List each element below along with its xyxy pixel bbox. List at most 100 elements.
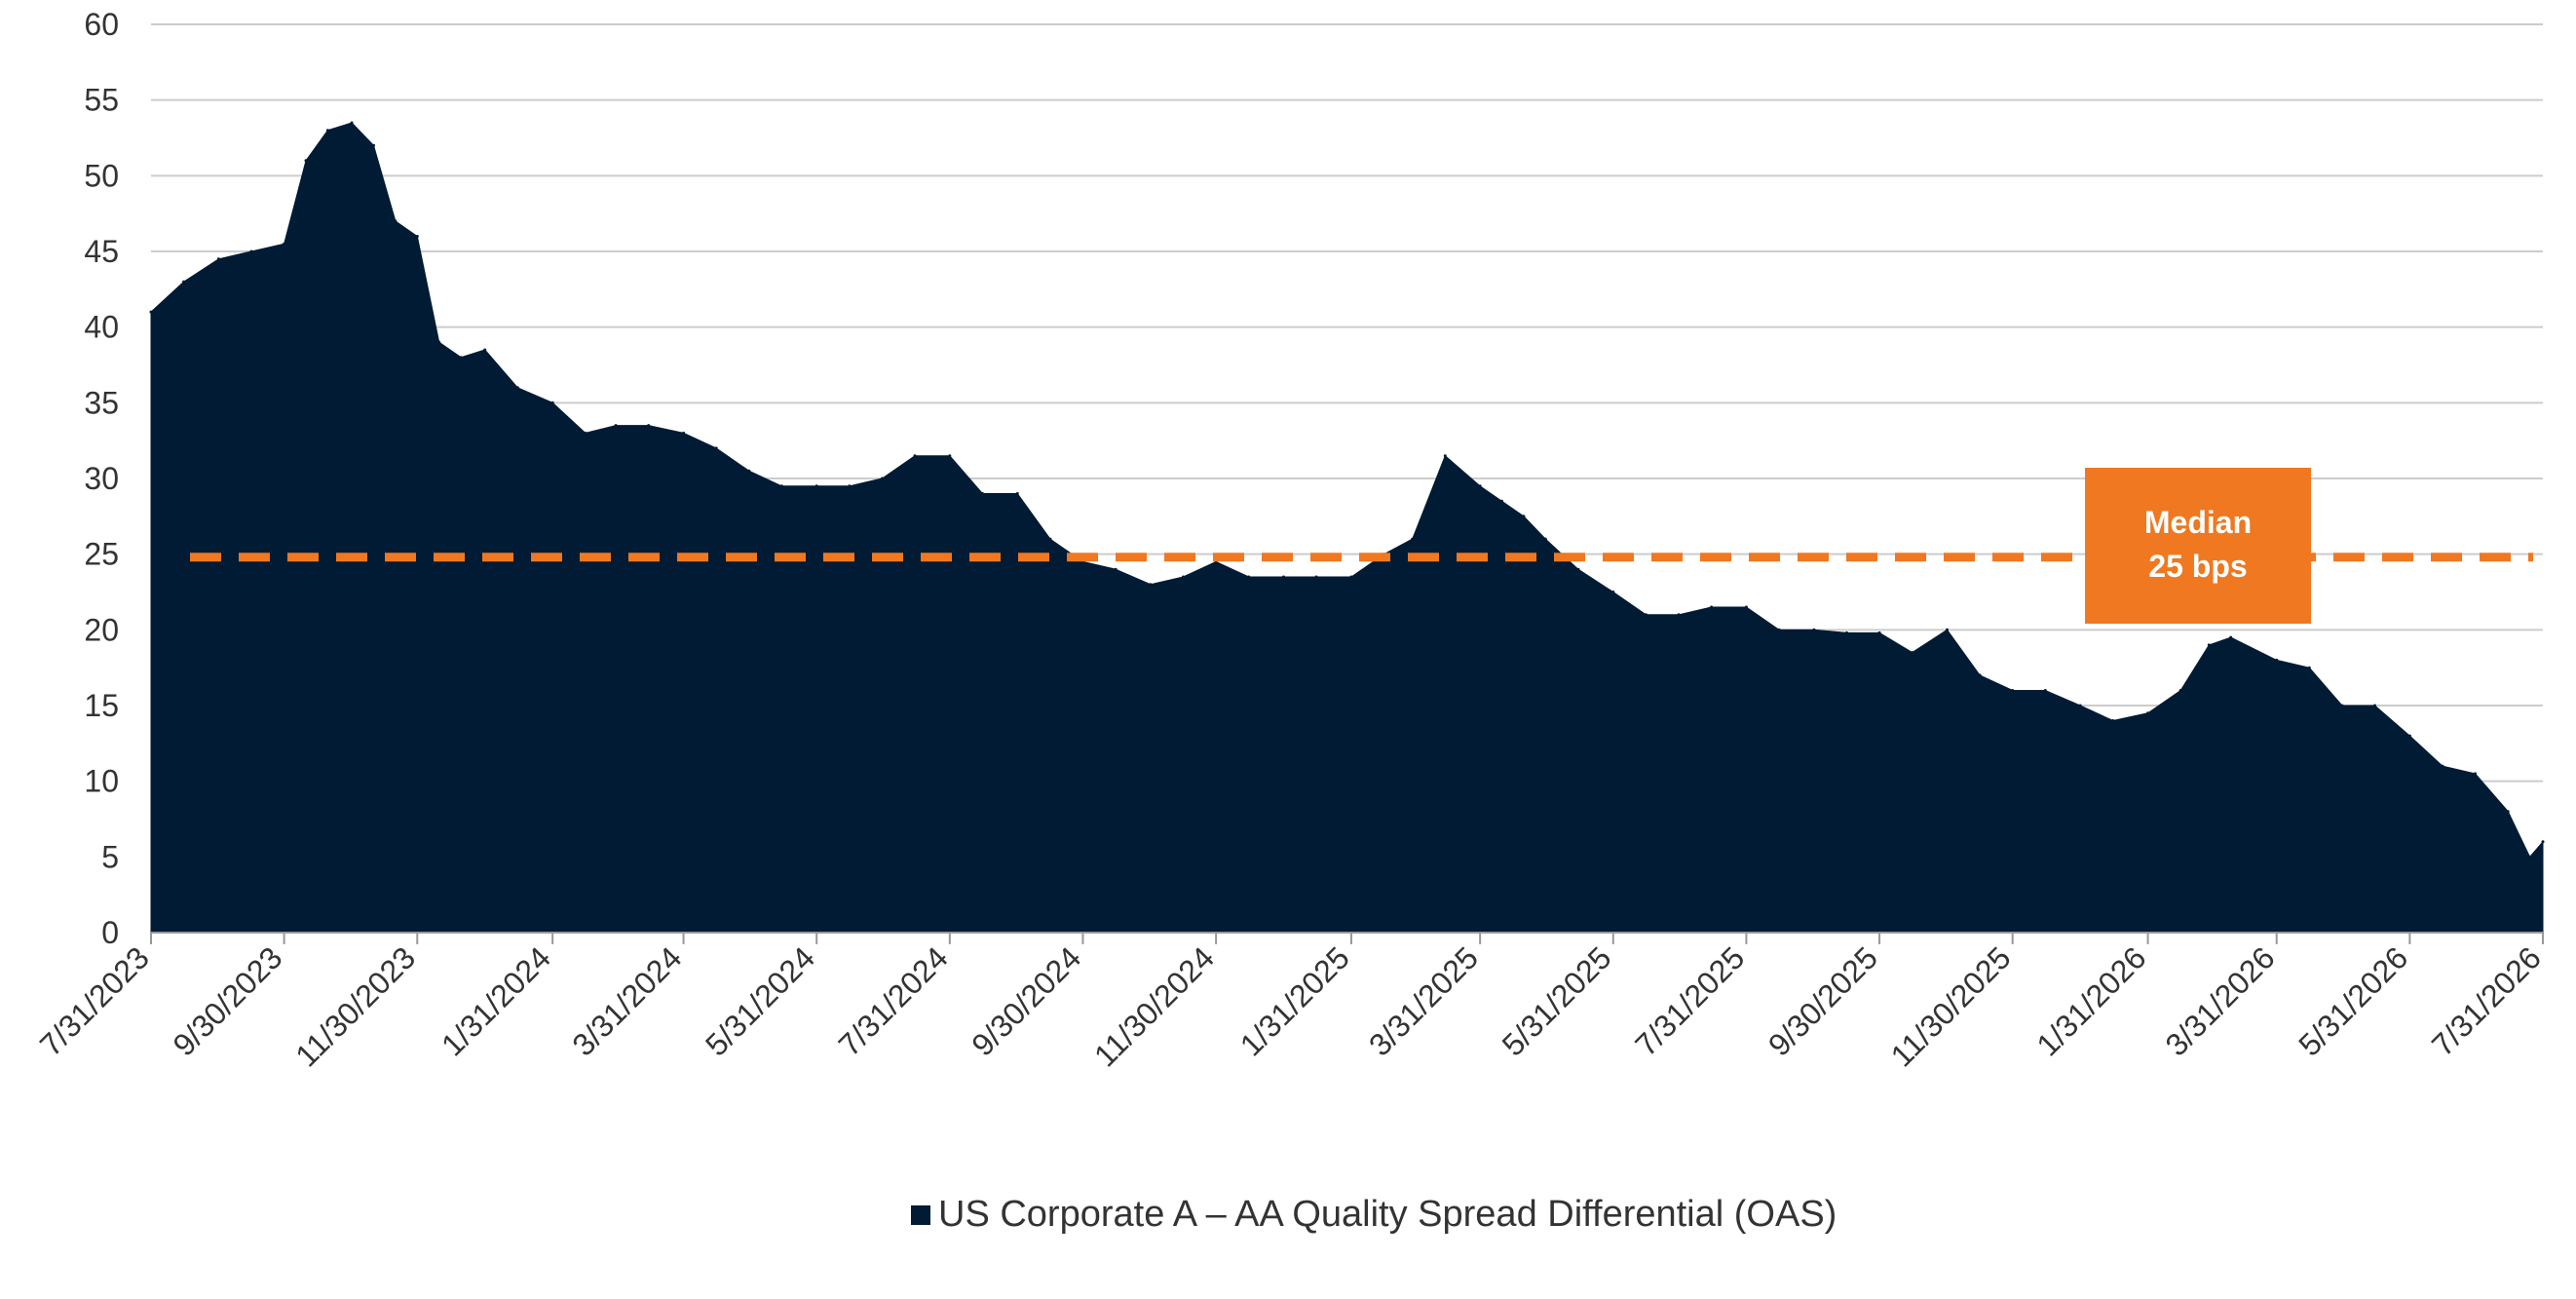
data-point	[880, 477, 884, 480]
data-point	[682, 431, 686, 435]
data-point	[2178, 689, 2182, 692]
x-axis: 7/31/2023 9/30/2023 11/30/2023 1/31/2024 3/3…	[33, 932, 2548, 1074]
data-point	[1978, 673, 1982, 677]
data-point	[2528, 855, 2532, 859]
x-tick-label: 3/31/2026	[2159, 939, 2282, 1062]
data-point	[2541, 840, 2545, 844]
data-point	[1543, 537, 1547, 541]
data-point	[149, 310, 153, 314]
x-tick-label: 7/31/2025	[1628, 939, 1751, 1062]
y-tick-label: 15	[84, 688, 119, 723]
data-point	[1911, 651, 1914, 655]
y-tick-label: 55	[84, 83, 119, 118]
data-point	[1114, 567, 1118, 571]
data-point	[1611, 591, 1615, 593]
y-tick-label: 20	[84, 612, 119, 647]
data-point	[1946, 628, 1949, 631]
data-point	[2373, 704, 2376, 707]
x-tick-label: 5/31/2024	[699, 939, 821, 1062]
data-point	[1522, 515, 1526, 518]
data-point	[1349, 575, 1353, 579]
data-point	[325, 129, 329, 133]
x-tick-label: 1/31/2024	[435, 939, 557, 1062]
median-annotation-box	[2085, 468, 2311, 624]
data-point	[483, 348, 487, 352]
data-point	[2275, 658, 2279, 662]
data-point	[216, 257, 220, 261]
data-point	[1314, 575, 1318, 579]
data-point	[2043, 689, 2047, 692]
data-point	[1744, 605, 1748, 609]
x-tick-label: 5/31/2025	[1496, 939, 1618, 1062]
x-tick-label: 7/31/2026	[2425, 939, 2548, 1062]
data-point	[584, 431, 587, 435]
data-point	[2506, 810, 2510, 814]
data-point	[714, 446, 718, 450]
data-point	[304, 159, 308, 163]
y-tick-label: 60	[84, 7, 119, 42]
data-point	[2441, 764, 2444, 768]
data-point	[415, 235, 419, 238]
data-point	[1576, 567, 1580, 571]
data-point	[1247, 575, 1251, 579]
x-tick-label: 11/30/2025	[1884, 939, 2018, 1073]
data-point	[372, 143, 375, 147]
data-point	[1812, 628, 1816, 631]
y-tick-label: 45	[84, 234, 119, 269]
y-tick-label: 0	[101, 915, 119, 950]
data-point	[913, 454, 917, 458]
data-point	[614, 424, 618, 428]
legend-label: US Corporate A – AA Quality Spread Diffe…	[938, 1194, 1837, 1235]
data-point	[2146, 711, 2150, 715]
data-point	[1677, 613, 1681, 617]
legend-swatch	[911, 1205, 930, 1225]
data-point	[814, 484, 818, 488]
data-point	[1411, 537, 1415, 541]
data-point	[948, 454, 952, 458]
data-point	[647, 424, 651, 428]
y-tick-label: 40	[84, 310, 119, 345]
x-tick-label: 5/31/2026	[2292, 939, 2414, 1062]
data-point	[459, 356, 463, 360]
data-point	[1644, 613, 1648, 617]
x-tick-label: 11/30/2023	[288, 939, 422, 1073]
data-point	[437, 340, 441, 344]
data-point	[2474, 772, 2478, 776]
data-point	[1282, 575, 1285, 579]
data-point	[1182, 575, 1185, 579]
data-point	[2078, 704, 2082, 707]
y-tick-label: 10	[84, 764, 119, 799]
x-tick-label: 3/31/2025	[1362, 939, 1485, 1062]
x-tick-label: 9/30/2024	[965, 939, 1087, 1062]
data-point	[1500, 499, 1503, 503]
area-series	[149, 121, 2545, 934]
data-point	[1845, 630, 1848, 634]
data-point	[350, 121, 354, 125]
y-axis: 0 5 10 15 20 25 30 35 40 45 50 55 60	[84, 7, 119, 950]
y-tick-label: 50	[84, 158, 119, 193]
x-tick-label: 1/31/2026	[2029, 939, 2152, 1062]
data-point	[2229, 635, 2233, 639]
x-tick-label: 9/30/2023	[166, 939, 288, 1062]
y-tick-label: 25	[84, 537, 119, 572]
data-point	[1015, 492, 1019, 495]
median-annotation-line1: Median	[2144, 505, 2252, 540]
data-point	[182, 280, 186, 284]
median-annotation: Median 25 bps	[2085, 468, 2311, 624]
data-point	[2011, 689, 2015, 692]
data-point	[283, 242, 286, 246]
x-tick-label: 9/30/2025	[1762, 939, 1884, 1062]
y-tick-label: 5	[101, 839, 119, 874]
data-point	[2407, 734, 2411, 738]
data-point	[747, 469, 751, 473]
data-point	[1877, 630, 1881, 634]
data-point	[1777, 628, 1781, 631]
data-point	[2111, 719, 2115, 722]
x-tick-label: 7/31/2023	[33, 939, 156, 1062]
data-point	[1478, 484, 1482, 488]
data-point	[1443, 454, 1447, 458]
data-point	[550, 401, 554, 404]
data-point	[249, 249, 253, 253]
